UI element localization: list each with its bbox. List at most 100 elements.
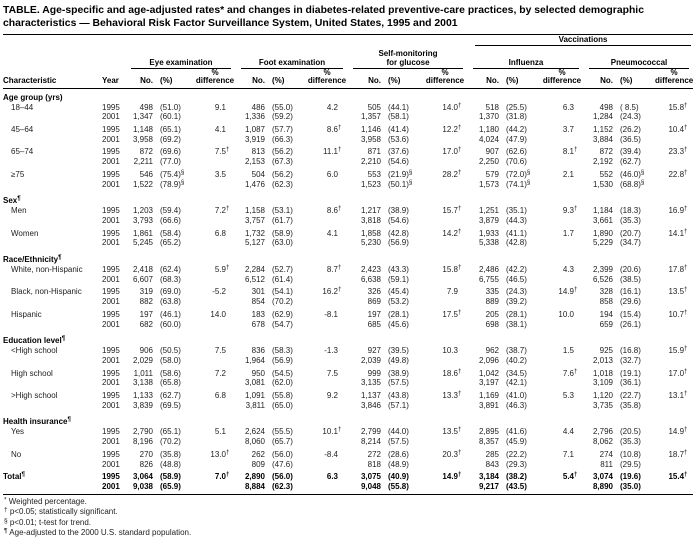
data-cell: (57.5) bbox=[388, 437, 409, 447]
data-cell: 335 bbox=[485, 287, 499, 297]
data-cell: 1,203 bbox=[132, 206, 153, 216]
year-cell: 2001 bbox=[102, 297, 120, 307]
data-cell: 5,127 bbox=[244, 238, 265, 248]
footnote-symbol: * bbox=[4, 496, 7, 504]
vaccinations-label: Vaccinations bbox=[475, 35, 692, 46]
year-cell: 2001 bbox=[102, 459, 120, 469]
section-row: Education level¶ bbox=[3, 332, 693, 346]
data-cell: (58.4) bbox=[160, 228, 181, 238]
data-cell: (10.8) bbox=[620, 449, 641, 459]
eye-exam-label: Eye examination bbox=[131, 58, 231, 69]
data-cell bbox=[655, 157, 693, 170]
data-cell: (41.4) bbox=[388, 125, 409, 134]
header-spacer bbox=[3, 35, 467, 46]
data-cell: (22.7) bbox=[620, 391, 641, 401]
data-cell: 20.3† bbox=[442, 448, 462, 459]
data-cell: (69.5) bbox=[160, 400, 181, 410]
data-cell: 659 bbox=[599, 319, 613, 329]
data-cell: 1,732 bbox=[244, 228, 265, 238]
data-cell: 1.5 bbox=[562, 346, 574, 356]
table-row: 2001 2,029 (58.0) 1,964 (56.9) 2,039 (49.8) 2,0… bbox=[3, 356, 693, 369]
year-cell: 2001 bbox=[102, 134, 120, 144]
data-cell: 28.2† bbox=[442, 168, 462, 179]
data-cell: (65.9) bbox=[155, 481, 195, 495]
table-row: Men 1995 1,203 (59.4) 7.2† 1,158 (53.1) 8.6† 1,2… bbox=[3, 206, 693, 216]
data-cell: (41.1) bbox=[506, 228, 527, 238]
year-cell: 1995 bbox=[102, 391, 120, 401]
data-cell: 3,197 bbox=[478, 378, 499, 388]
data-cell: (57.5) bbox=[388, 378, 409, 388]
data-cell: 8.1† bbox=[562, 146, 578, 157]
data-cell: 813 bbox=[251, 147, 265, 157]
data-cell: 504 bbox=[251, 169, 265, 179]
data-cell: 3.7 bbox=[562, 125, 574, 134]
table-row: 2001 9,038 (65.9) 8,884 (62.3) 9,048 (55.8) 9,2… bbox=[3, 481, 694, 495]
data-cell: (48.8) bbox=[160, 459, 181, 469]
data-cell: 8,884 bbox=[235, 481, 267, 495]
data-cell bbox=[541, 238, 583, 251]
data-cell: 2,890 bbox=[244, 472, 265, 482]
data-cell: 4.2 bbox=[326, 102, 338, 112]
data-cell: (25.5) bbox=[506, 102, 527, 112]
data-cell: 2,210 bbox=[360, 157, 381, 167]
data-cell: -8.4 bbox=[324, 449, 338, 459]
data-cell: 5.1 bbox=[214, 427, 226, 437]
data-cell: (52.7) bbox=[272, 265, 293, 275]
data-cell bbox=[423, 157, 467, 170]
data-cell: (53.6) bbox=[388, 134, 409, 144]
data-cell: 925 bbox=[599, 346, 613, 356]
year-cell: 2001 bbox=[102, 112, 120, 122]
year-cell: 1995 bbox=[102, 309, 120, 319]
table-row: <High school 1995 906 (50.5) 7.5 836 (58.3) -1.… bbox=[3, 346, 693, 356]
data-cell: 8,062 bbox=[592, 437, 613, 447]
data-cell: (35.8) bbox=[160, 449, 181, 459]
data-cell: (55.8) bbox=[383, 481, 423, 495]
data-cell bbox=[655, 238, 693, 251]
data-cell: 552 bbox=[599, 169, 613, 179]
data-cell: (56.2) bbox=[272, 169, 293, 179]
data-cell: 1,522 bbox=[132, 179, 153, 189]
data-cell: (59.2) bbox=[272, 112, 293, 122]
vaccinations-header: Vaccinations bbox=[467, 35, 693, 46]
row-label bbox=[3, 460, 99, 473]
data-cell bbox=[423, 180, 467, 193]
data-cell: 4.1 bbox=[326, 228, 338, 238]
data-cell: 698 bbox=[485, 319, 499, 329]
row-label: <High school bbox=[11, 346, 58, 356]
data-cell: (70.2) bbox=[160, 437, 181, 447]
data-cell: (40.2) bbox=[506, 355, 527, 365]
data-cell bbox=[423, 320, 467, 333]
data-cell: 183 bbox=[251, 309, 265, 319]
data-cell: (70.6) bbox=[506, 157, 527, 167]
data-cell: 1,476 bbox=[244, 179, 265, 189]
data-cell: (58.9) bbox=[160, 472, 181, 482]
data-cell: 14.9† bbox=[558, 286, 578, 297]
col-pct-header: (%) bbox=[155, 68, 195, 89]
data-cell: 3,846 bbox=[360, 400, 381, 410]
footnote: * Weighted percentage. bbox=[4, 496, 87, 506]
year-cell: 1995 bbox=[102, 427, 120, 437]
data-cell bbox=[423, 238, 467, 251]
data-cell bbox=[195, 216, 235, 229]
data-cell bbox=[541, 378, 583, 391]
data-cell bbox=[655, 437, 693, 450]
table-row: 18–44 1995 498 (51.0) 9.1 486 (55.0) 4.2 505 (44.… bbox=[3, 102, 693, 113]
table-row: White, non-Hispanic 1995 2,418 (62.4) 5.9† 2,… bbox=[3, 264, 693, 275]
section-header: Sex¶ bbox=[3, 195, 21, 206]
data-cell: 1.7 bbox=[562, 228, 574, 238]
footnote-symbol: † bbox=[4, 506, 8, 514]
data-cell: 274 bbox=[599, 449, 613, 459]
data-cell: 10.4† bbox=[668, 124, 688, 134]
data-cell: 818 bbox=[367, 459, 381, 469]
data-cell: (54.7) bbox=[272, 319, 293, 329]
data-cell: (34.7) bbox=[620, 238, 641, 248]
data-cell: 3,081 bbox=[244, 378, 265, 388]
data-cell: 518 bbox=[485, 102, 499, 112]
row-label bbox=[3, 297, 99, 310]
data-cell: (28.1) bbox=[506, 309, 527, 319]
data-cell: (58.6) bbox=[160, 368, 181, 378]
data-cell: (43.5) bbox=[501, 481, 541, 495]
row-label bbox=[3, 157, 99, 170]
data-cell: 2,192 bbox=[592, 157, 613, 167]
